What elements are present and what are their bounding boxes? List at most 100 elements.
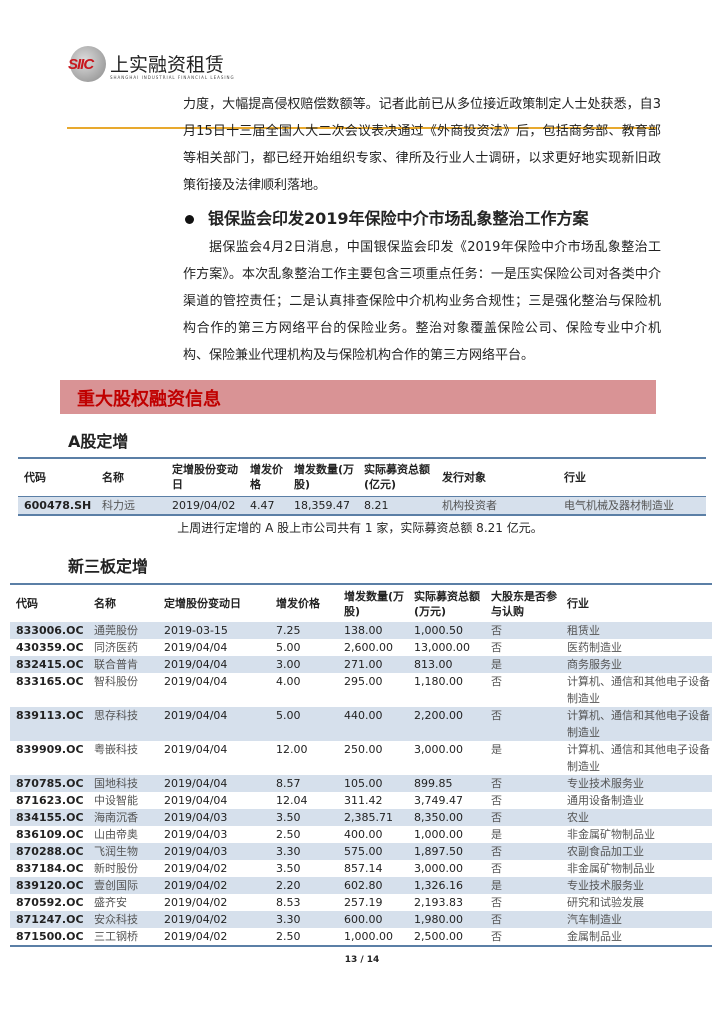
column-header: 实际募资总额(亿元) [364,463,430,492]
table-cell: 山由帝奥 [94,828,138,841]
column-header: 名称 [94,597,116,610]
table-cell: 271.00 [344,658,383,671]
table-row: 870288.OC 飞润生物 2019/04/03 3.30 575.00 1,897.5… [10,843,712,860]
table-cell: 国地科技 [94,777,138,790]
table-cell: 7.25 [276,624,301,637]
table-cell: 通莞股份 [94,624,138,637]
table-cell: 871247.OC [16,913,84,926]
table-cell: 4.00 [276,675,301,688]
table-cell: 600478.SH [24,498,92,512]
table-cell: 8,350.00 [414,811,463,824]
table-cell: 12.00 [276,743,308,756]
table-header: 代码 名称 定增股份变动日 增发价格 增发数量(万股) 实际募资总额(万元) 大股东是否参与… [10,584,712,622]
table-cell: 非金属矿物制品业 [567,828,655,841]
table-cell: 金属制品业 [567,930,622,943]
table-cell: 1,980.00 [414,913,463,926]
table-cell: 1,000.00 [414,828,463,841]
table-cell: 2.50 [276,828,301,841]
table-cell: 安众科技 [94,913,138,926]
table-cell: 857.14 [344,862,383,875]
table-cell: 否 [491,709,502,722]
paragraph-1: 力度，大幅提高侵权赔偿数额等。记者此前已从多位接近政策制定人士处获悉，自3月15… [183,97,661,193]
table-cell: 否 [491,930,502,943]
table-cell: 3.00 [276,658,301,671]
table-cell: 2019-03-15 [164,624,228,637]
table-cell: 2,500.00 [414,930,463,943]
bullet-icon [185,215,194,224]
table-cell: 870592.OC [16,896,84,909]
table-cell: 农业 [567,811,589,824]
table-row: 832415.OC 联合普肯 2019/04/04 3.00 271.00 813.00 是… [10,656,712,673]
table-cell: 专业技术服务业 [567,879,644,892]
table-cell: 新时股份 [94,862,138,875]
table-cell: 871500.OC [16,930,84,943]
table-cell: 2019/04/02 [172,498,236,512]
table-row: 871500.OC 三工钢桥 2019/04/02 2.50 1,000.00 2,500… [10,928,712,946]
table-cell: 否 [491,794,502,807]
column-header: 大股东是否参与认购 [491,589,557,618]
table-cell: 2,600.00 [344,641,393,654]
table-cell: 智科股份 [94,675,138,688]
company-name-cn: 上实融资租赁 [110,54,225,76]
table-cell: 非金属矿物制品业 [567,862,655,875]
column-header: 增发价格 [276,597,320,610]
neeq-title: 新三板定增 [68,557,149,576]
table-cell: 5.00 [276,641,301,654]
table-cell: 否 [491,777,502,790]
table-row: 839113.OC 思存科技 2019/04/04 5.00 440.00 2,200.0… [10,707,712,741]
table-cell: 2019/04/04 [164,709,228,722]
table-row: 871623.OC 中设智能 2019/04/04 12.04 311.42 3,749.… [10,792,712,809]
table-cell: 18,359.47 [294,498,350,512]
table-cell: 3.50 [276,811,301,824]
table-row: 870785.OC 国地科技 2019/04/04 8.57 105.00 899.85 否… [10,775,712,792]
table-row: 837184.OC 新时股份 2019/04/02 3.50 857.14 3,000.0… [10,860,712,877]
column-header: 名称 [102,470,124,484]
table-cell: 8.53 [276,896,301,909]
table-cell: 2019/04/04 [164,658,228,671]
company-name-en: SHANGHAI INDUSTRIAL FINANCIAL LEASING [110,75,235,80]
table-cell: 是 [491,658,502,671]
column-header: 增发价格 [250,463,283,492]
table-cell: 311.42 [344,794,383,807]
table-cell: 5.00 [276,709,301,722]
table-cell: 600.00 [344,913,383,926]
column-header: 增发数量(万股) [294,463,355,492]
table-cell: 电气机械及器材制造业 [564,498,674,512]
table-cell: 2.50 [276,930,301,943]
table-cell: 飞润生物 [94,845,138,858]
table-cell: 医药制造业 [567,641,622,654]
table-cell: 870288.OC [16,845,84,858]
table-cell: 3,000.00 [414,743,463,756]
table-cell: 计算机、通信和其他电子设备制造业 [567,709,710,739]
table-cell: 250.00 [344,743,383,756]
table-cell: 839120.OC [16,879,84,892]
table-cell: 833006.OC [16,624,84,637]
table-cell: 2019/04/04 [164,743,228,756]
table-cell: 2019/04/02 [164,879,228,892]
table-cell: 871623.OC [16,794,84,807]
table-cell: 盛齐安 [94,896,127,909]
table-cell: 138.00 [344,624,383,637]
table-cell: 440.00 [344,709,383,722]
table-cell: 否 [491,862,502,875]
table-cell: 8.57 [276,777,301,790]
table-cell: 科力远 [102,498,135,512]
table-cell: 834155.OC [16,811,84,824]
table-row: 839120.OC 壹创国际 2019/04/02 2.20 602.80 1,326.1… [10,877,712,894]
table-cell: 2,193.83 [414,896,463,909]
a-share-title: A股定增 [68,432,129,451]
table-cell: 2019/04/04 [164,794,228,807]
table-row: 836109.OC 山由帝奥 2019/04/03 2.50 400.00 1,000.0… [10,826,712,843]
table-cell: 联合普肯 [94,658,138,671]
table-cell: 2,385.71 [344,811,393,824]
table-row: 871247.OC 安众科技 2019/04/02 3.30 600.00 1,980.0… [10,911,712,928]
table-cell: 3,749.47 [414,794,463,807]
table-cell: 295.00 [344,675,383,688]
table-cell: 否 [491,811,502,824]
table-cell: 否 [491,845,502,858]
logo-emblem-icon [70,46,106,82]
table-cell: 1,897.50 [414,845,463,858]
column-header: 实际募资总额(万元) [414,589,480,618]
header-divider [67,127,657,129]
